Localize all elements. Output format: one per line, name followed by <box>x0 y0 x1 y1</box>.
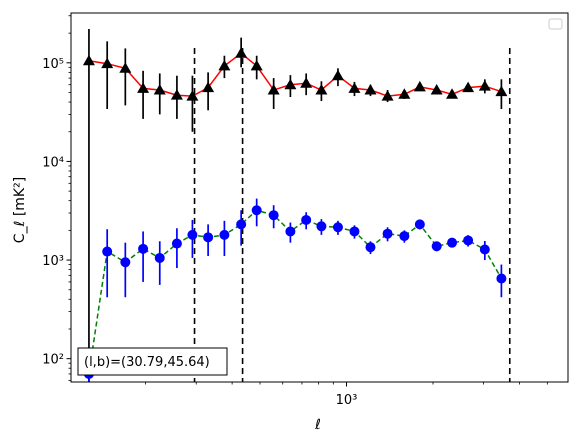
series-0-point-17 <box>364 84 377 95</box>
annotation-text: (l,b)=(30.79,45.64) <box>84 355 210 370</box>
series-0-point-1 <box>101 57 114 69</box>
series-0-point-22 <box>446 88 459 99</box>
series-1-point-19 <box>399 231 410 242</box>
series-1-point-5 <box>171 238 182 249</box>
series-1-point-6 <box>187 229 198 240</box>
series-0-point-12 <box>284 78 297 90</box>
series-0-point-19 <box>398 88 411 99</box>
series-1-point-21 <box>431 241 442 252</box>
series-0-point-24 <box>478 80 491 91</box>
series-0-point-13 <box>300 77 313 88</box>
series-0-point-8 <box>218 59 231 71</box>
series-0-point-15 <box>331 69 344 81</box>
series-0-point-7 <box>202 81 215 93</box>
series-1-point-7 <box>203 232 214 243</box>
series-1-point-2 <box>120 257 131 268</box>
series-0-point-16 <box>348 82 361 93</box>
series-0-point-25 <box>495 85 508 97</box>
series-1-point-25 <box>496 273 507 284</box>
series-0-point-20 <box>413 80 426 92</box>
series-0-point-23 <box>462 81 475 93</box>
vertical-lines <box>193 48 511 382</box>
y-axis-label: C_ℓ [mK²] <box>12 177 28 243</box>
plot-frame <box>70 12 569 383</box>
y-tick-label-3: 10⁵ <box>42 57 64 72</box>
series-1-point-13 <box>301 214 312 225</box>
series-1-point-1 <box>102 246 113 257</box>
series-1-point-17 <box>365 242 376 253</box>
series-1-point-24 <box>479 244 490 255</box>
series-0-point-18 <box>381 90 394 101</box>
series-1-point-23 <box>463 235 474 246</box>
series-1-point-22 <box>447 237 458 248</box>
series-0-point-0 <box>82 54 95 66</box>
y-tick-label-0: 10² <box>42 353 64 368</box>
series-1-point-20 <box>414 219 425 230</box>
series-1-point-14 <box>316 221 327 232</box>
series-1-point-15 <box>332 222 343 233</box>
series-1-point-12 <box>285 226 296 237</box>
series-1-point-9 <box>236 219 247 230</box>
series-0-point-14 <box>315 84 328 95</box>
series-0-point-10 <box>250 59 263 71</box>
series-1-point-3 <box>138 243 149 254</box>
series-1-point-8 <box>219 229 230 240</box>
series-0-point-6 <box>186 90 199 101</box>
y-tick-label-2: 10⁴ <box>42 155 64 170</box>
y-tick-label-1: 10³ <box>42 254 64 269</box>
series-0-point-4 <box>153 84 166 95</box>
x-tick-label-0: 10³ <box>336 393 358 408</box>
annotation: (l,b)=(30.79,45.64) <box>77 347 228 376</box>
series-0-point-2 <box>119 62 132 73</box>
series-layer <box>82 29 508 382</box>
axis-ticks: 10² 10³ 10⁴ 10⁵ 10³ <box>42 15 548 408</box>
annotation-box <box>77 347 228 376</box>
series-0-point-11 <box>267 84 280 95</box>
series-0-point-21 <box>430 84 443 95</box>
series-1-point-16 <box>349 226 360 237</box>
series-1-point-4 <box>154 252 165 263</box>
series-0-point-3 <box>137 82 150 93</box>
series-1-point-11 <box>268 210 279 221</box>
series-1-point-18 <box>382 228 393 239</box>
series-0-point-5 <box>170 89 183 100</box>
series-1-point-10 <box>251 205 262 216</box>
x-axis-label: ℓ <box>314 417 321 433</box>
plot-area <box>71 13 568 382</box>
series-0-point-9 <box>235 47 248 58</box>
legend-box <box>548 18 563 30</box>
